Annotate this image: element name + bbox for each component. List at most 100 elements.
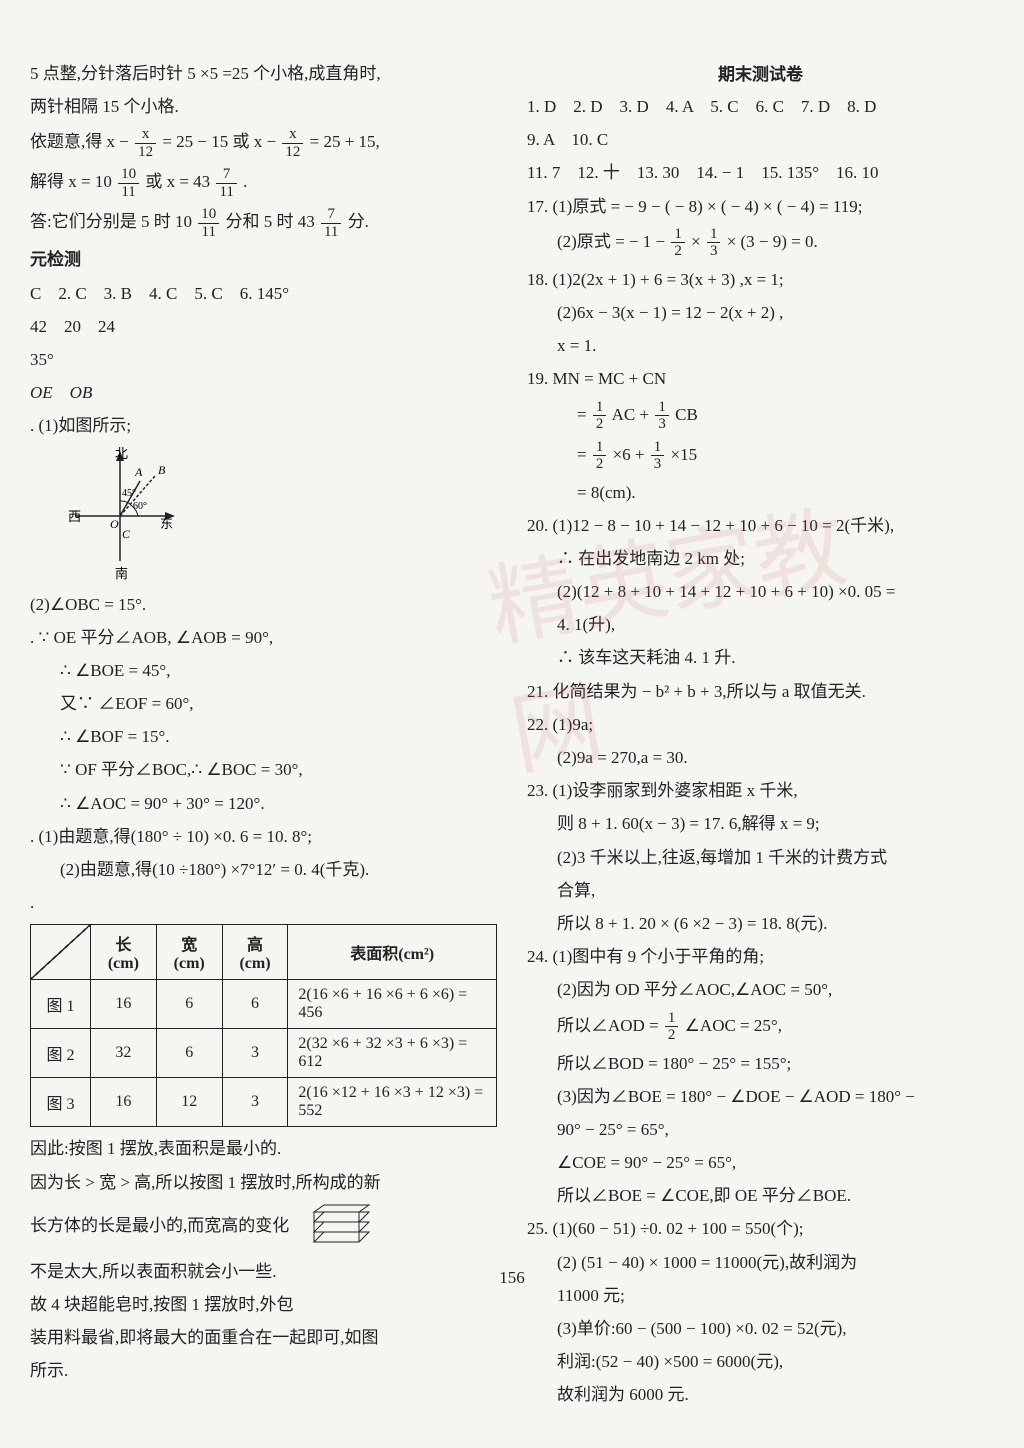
fraction: 13 — [707, 226, 721, 260]
text-line: 合算, — [527, 877, 994, 904]
text-line: 故利润为 6000 元. — [527, 1381, 994, 1408]
cell: 6 — [156, 1029, 222, 1078]
text: 或 x = 43 — [145, 172, 214, 191]
text: = — [577, 404, 591, 423]
cell: 3 — [222, 1029, 288, 1078]
text-line: (3)单价:60 − (500 − 100) ×0. 02 = 52(元), — [527, 1315, 994, 1342]
text: CB — [675, 404, 698, 423]
fraction: 12 — [671, 226, 685, 260]
equation-line: = 12 AC + 13 CB — [527, 399, 994, 433]
text-line: . (1)如图所示; — [30, 412, 497, 439]
text-line: 所以∠BOE = ∠COE,即 OE 平分∠BOE. — [527, 1182, 994, 1209]
text-line: . ∵ OE 平分∠AOB, ∠AOB = 90°, — [30, 624, 497, 651]
svg-text:O: O — [110, 517, 119, 531]
cell: 2(32 ×6 + 32 ×3 + 6 ×3) = 612 — [288, 1029, 497, 1078]
text: 解得 x = 10 — [30, 172, 116, 191]
text-line: 故 4 块超能皂时,按图 1 摆放时,外包 — [30, 1291, 497, 1318]
text-line: ∴ ∠AOC = 90° + 30° = 120°. — [30, 790, 497, 817]
text-line: ∠COE = 90° − 25° = 65°, — [527, 1149, 994, 1176]
svg-text:60°: 60° — [133, 501, 147, 512]
surface-area-table: 长(cm) 宽(cm) 高(cm) 表面积(cm²) 图 1 16 6 6 2(… — [30, 924, 497, 1127]
svg-text:C: C — [122, 527, 131, 541]
text-line: 又∵ ∠EOF = 60°, — [30, 690, 497, 717]
text-line: ∴ ∠BOF = 15°. — [30, 723, 497, 750]
row-name: 图 1 — [31, 980, 91, 1029]
text: × (3 − 9) = 0. — [727, 232, 818, 251]
text-line: 21. 化简结果为 − b² + b + 3,所以与 a 取值无关. — [527, 678, 994, 705]
text-line: . — [30, 889, 497, 916]
text-line: 因此:按图 1 摆放,表面积是最小的. — [30, 1135, 497, 1162]
text-line: 装用料最省,即将最大的面重合在一起即可,如图 — [30, 1324, 497, 1351]
fraction: 1011 — [118, 166, 139, 200]
text-line: = 8(cm). — [527, 479, 994, 506]
col-header: 宽(cm) — [156, 925, 222, 980]
text-line: 23. (1)设李丽家到外婆家相距 x 千米, — [527, 777, 994, 804]
text-line: ∴ ∠BOE = 45°, — [30, 657, 497, 684]
svg-text:45°: 45° — [122, 488, 136, 499]
section-label: 元检测 — [30, 246, 497, 273]
row-name: 图 3 — [31, 1078, 91, 1127]
text-line: 所以 8 + 1. 20 × (6 ×2 − 3) = 18. 8(元). — [527, 910, 994, 937]
cell: 16 — [91, 980, 157, 1029]
diagonal-header — [31, 925, 91, 980]
cell: 2(16 ×6 + 16 ×6 + 6 ×6) = 456 — [288, 980, 497, 1029]
fraction: x12 — [135, 126, 156, 160]
compass-diagram: 北 南 东 西 B A O C 45° 60° — [60, 446, 180, 586]
section-title: 期末测试卷 — [527, 60, 994, 85]
text: ×6 + — [613, 444, 649, 463]
svg-text:东: 东 — [160, 516, 173, 531]
text-line: (2)3 千米以上,往返,每增加 1 千米的计费方式 — [527, 844, 994, 871]
answer-line: 42 20 24 — [30, 313, 497, 340]
cell: 6 — [222, 980, 288, 1029]
answer-line: 1. D 2. D 3. D 4. A 5. C 6. C 7. D 8. D — [527, 93, 994, 120]
text-line: ∴ 该车这天耗油 4. 1 升. — [527, 644, 994, 671]
compass-svg: 北 南 东 西 B A O C 45° 60° — [60, 446, 180, 586]
text: 依题意,得 x − — [30, 132, 133, 151]
content-columns: 5 点整,分针落后时针 5 ×5 =25 个小格,成直角时, 两针相隔 15 个… — [30, 60, 994, 1415]
text: 答:它们分别是 5 时 10 — [30, 212, 196, 231]
text-line: (2)由题意,得(10 ÷180°) ×7°12′ = 0. 4(千克). — [30, 856, 497, 883]
text: × — [691, 232, 705, 251]
col-header: 高(cm) — [222, 925, 288, 980]
text-line: 长方体的长是最小的,而宽高的变化 — [30, 1202, 497, 1252]
text: 所以∠AOD = — [557, 1015, 663, 1034]
fraction: 711 — [216, 166, 236, 200]
row-name: 图 2 — [31, 1029, 91, 1078]
col-header: 表面积(cm²) — [288, 925, 497, 980]
text: AC + — [612, 404, 654, 423]
left-column: 5 点整,分针落后时针 5 ×5 =25 个小格,成直角时, 两针相隔 15 个… — [30, 60, 497, 1415]
text: ×15 — [671, 444, 698, 463]
fraction: 12 — [593, 399, 607, 433]
text-line: x = 1. — [527, 332, 994, 359]
fraction: 1011 — [198, 206, 219, 240]
cell: 32 — [91, 1029, 157, 1078]
fraction: 711 — [321, 206, 341, 240]
text: = — [577, 444, 591, 463]
equation-line: 所以∠AOD = 12 ∠AOC = 25°, — [527, 1010, 994, 1044]
text-line: (2)(12 + 8 + 10 + 14 + 12 + 10 + 6 + 10)… — [527, 578, 994, 605]
svg-text:西: 西 — [68, 509, 81, 524]
text-line: (3)因为∠BOE = 180° − ∠DOE − ∠AOD = 180° − — [527, 1083, 994, 1110]
answer-line: C 2. C 3. B 4. C 5. C 6. 145° — [30, 280, 497, 307]
text-line: (2)∠OBC = 15°. — [30, 591, 497, 618]
answer-line: OE OB — [30, 379, 497, 406]
fraction: 12 — [593, 439, 607, 473]
cell: 16 — [91, 1078, 157, 1127]
text-line: 17. (1)原式 = − 9 − ( − 8) × ( − 4) × ( − … — [527, 193, 994, 220]
text: . — [243, 172, 247, 191]
table-row: 图 1 16 6 6 2(16 ×6 + 16 ×6 + 6 ×6) = 456 — [31, 980, 497, 1029]
text-line: (2)6x − 3(x − 1) = 12 − 2(x + 2) , — [527, 299, 994, 326]
text: 长方体的长是最小的,而宽高的变化 — [30, 1216, 289, 1235]
text-line: ∴ 在出发地南边 2 km 处; — [527, 545, 994, 572]
text-line: 25. (1)(60 − 51) ÷0. 02 + 100 = 550(个); — [527, 1215, 994, 1242]
text-line: . (1)由题意,得(180° ÷ 10) ×0. 6 = 10. 8°; — [30, 823, 497, 850]
fraction: 12 — [665, 1010, 679, 1044]
svg-text:B: B — [158, 463, 166, 477]
text-line: 20. (1)12 − 8 − 10 + 14 − 12 + 10 + 6 − … — [527, 512, 994, 539]
text: 分和 5 时 43 — [225, 212, 319, 231]
table-row: 图 3 16 12 3 2(16 ×12 + 16 ×3 + 12 ×3) = … — [31, 1078, 497, 1127]
fraction: 13 — [655, 399, 669, 433]
text-line: (2)因为 OD 平分∠AOC,∠AOC = 50°, — [527, 976, 994, 1003]
text-line: 90° − 25° = 65°, — [527, 1116, 994, 1143]
cell: 6 — [156, 980, 222, 1029]
